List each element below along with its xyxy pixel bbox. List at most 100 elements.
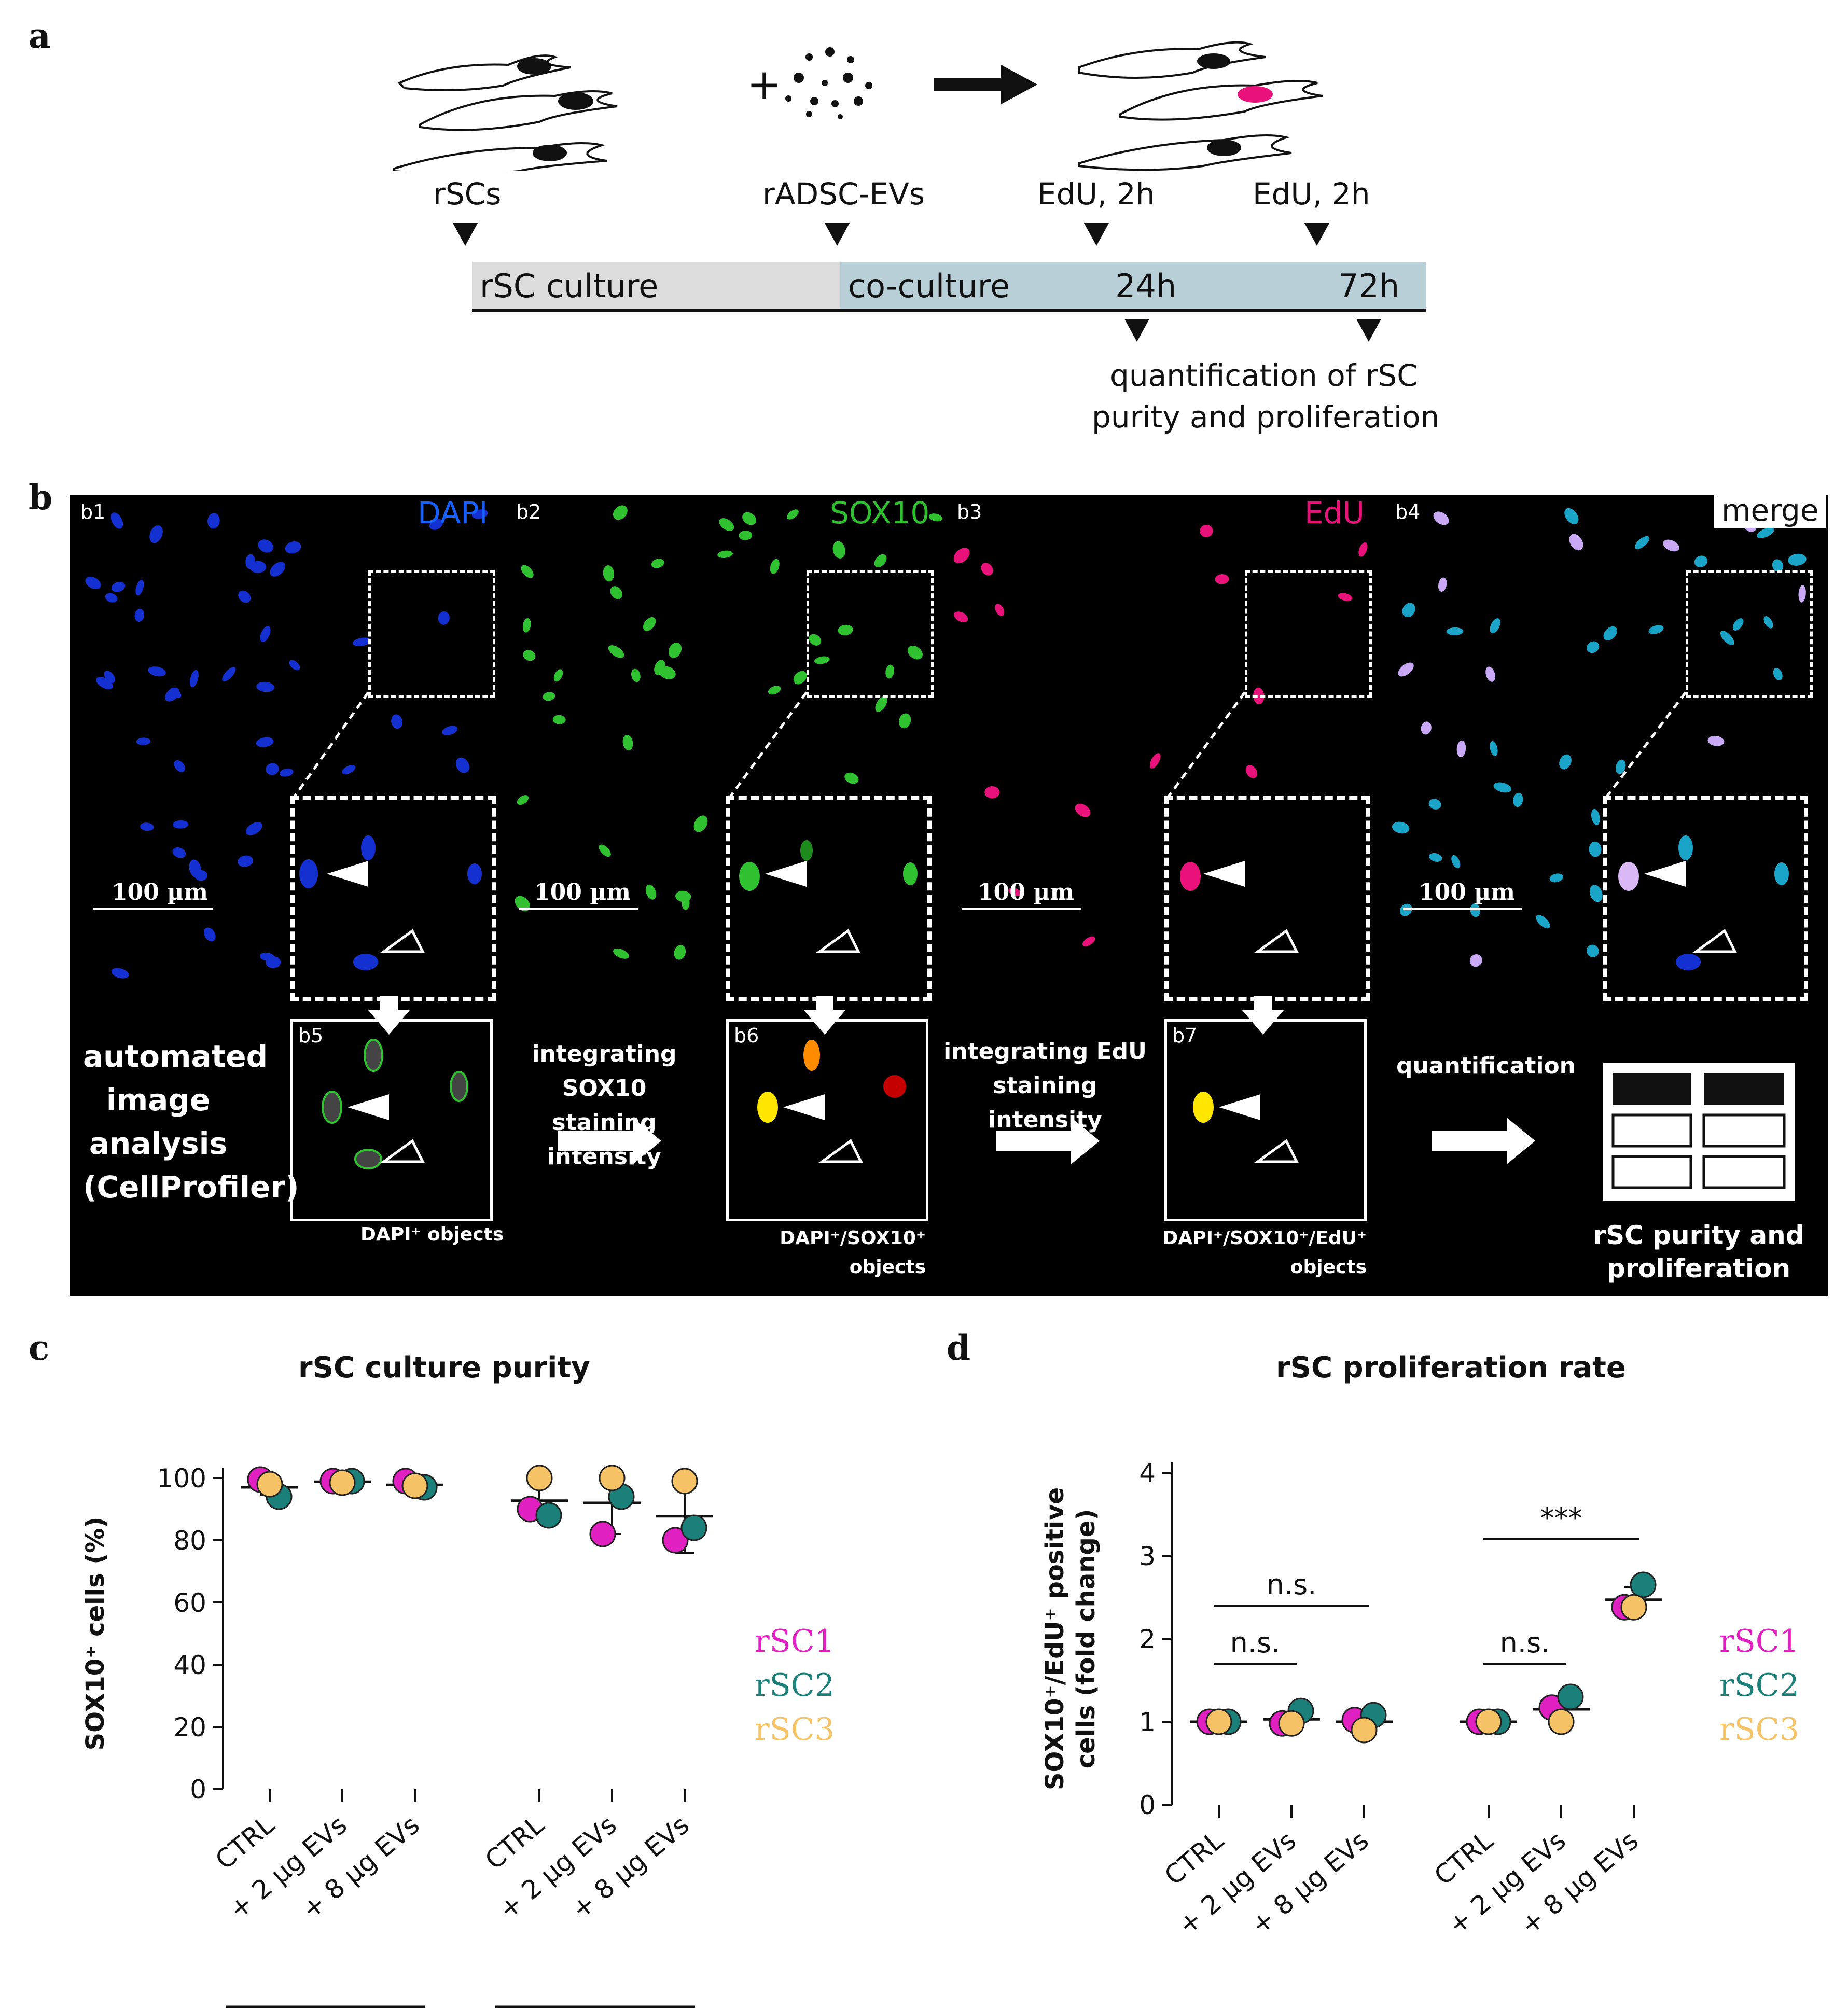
zoom-box-b4 — [1603, 796, 1808, 1001]
panel-b-letter: b — [29, 477, 53, 518]
nucleus — [770, 559, 780, 574]
nucleus — [238, 855, 254, 867]
nucleus — [643, 617, 656, 631]
label-b3: b3 — [957, 500, 982, 523]
nucleus — [1616, 759, 1626, 774]
nucleus — [1438, 577, 1447, 592]
nucleus — [111, 581, 126, 592]
result-line-2: proliferation — [1606, 1253, 1791, 1284]
nucleus — [1536, 915, 1550, 929]
point-rsc2 — [535, 1502, 562, 1529]
nucleus — [249, 561, 267, 573]
nucleus — [613, 505, 628, 520]
scale-bar-b4 — [1403, 908, 1522, 910]
arrow-icon — [934, 65, 1037, 104]
point-rsc3 — [256, 1471, 283, 1498]
bar-label-culture: rSC culture — [480, 267, 659, 305]
nucleus — [270, 562, 286, 577]
marker-edu-72h-icon — [1304, 223, 1329, 246]
ev-dots — [785, 47, 872, 119]
nucleus — [105, 593, 118, 603]
legend-c-rsc1: rSC1 — [755, 1623, 835, 1660]
point-rsc3 — [329, 1469, 356, 1496]
nucleus — [693, 815, 708, 832]
nucleus — [455, 757, 469, 773]
panel-d-letter: d — [947, 1328, 971, 1368]
scale-bar-b1 — [93, 908, 213, 910]
chart-d-title: rSC proliferation rate — [1276, 1351, 1626, 1385]
y-axis-label: SOX10⁺ cells (%) — [81, 1517, 110, 1751]
nucleus — [1338, 593, 1353, 601]
nucleus — [809, 634, 822, 646]
point-rsc3 — [1548, 1708, 1575, 1735]
nucleus — [285, 541, 301, 554]
nucleus — [1798, 585, 1806, 603]
roi-box-b4 — [1686, 570, 1813, 698]
filled-arrowhead-icons — [327, 861, 1686, 1120]
nucleus — [1485, 666, 1495, 682]
nucleus — [1587, 944, 1599, 957]
nucleus — [928, 513, 943, 522]
point-rsc3 — [1205, 1708, 1232, 1735]
nucleus — [1564, 508, 1579, 524]
y-tick-label: 3 — [1139, 1541, 1156, 1571]
nucleus — [1648, 625, 1664, 634]
nucleus — [1493, 782, 1512, 793]
nucleus — [1490, 741, 1498, 756]
chart-d-proliferation: 0 1 2 3 4 SOX10⁺/EdU⁺ positivecells (fold cha… — [1040, 1458, 1662, 1941]
point-rsc2 — [680, 1514, 707, 1541]
nucleus — [1421, 721, 1432, 735]
nucleus — [1788, 553, 1807, 566]
nucleus — [742, 512, 757, 525]
right-arrow-icons — [558, 1118, 1535, 1164]
nucleus — [111, 968, 129, 979]
legend-d-rsc2: rSC2 — [1719, 1667, 1799, 1704]
point-rsc3 — [401, 1472, 428, 1499]
caption-b6: DAPI⁺/SOX10⁺ objects — [760, 1224, 926, 1282]
nucleus — [1663, 539, 1679, 552]
nucleus — [238, 590, 251, 603]
y-tick-label: 60 — [173, 1588, 206, 1618]
analysis-label: automated image analysis (CellProfiler) — [83, 1035, 299, 1209]
y-axis-label: SOX10⁺/EdU⁺ positivecells (fold change) — [1040, 1487, 1101, 1790]
marker-rscs-icon — [453, 223, 478, 246]
point-rsc3 — [1475, 1708, 1502, 1735]
nucleus — [1707, 735, 1725, 746]
nucleus — [608, 645, 624, 658]
nucleus — [739, 531, 753, 540]
timeline-label-edu-72h: EdU, 2h — [1253, 176, 1370, 212]
nucleus — [1428, 799, 1441, 810]
nucleus — [668, 642, 682, 658]
label-b7: b7 — [1172, 1024, 1198, 1047]
nucleus — [885, 664, 895, 679]
legend-d-rsc1: rSC1 — [1719, 1623, 1799, 1660]
table-icon — [1603, 1063, 1795, 1201]
nucleus — [515, 896, 531, 912]
roi-box-b3 — [1245, 570, 1372, 698]
rsc-cells-before — [393, 54, 618, 171]
nucleus — [135, 579, 144, 596]
nucleus — [984, 786, 1000, 799]
down-arrow-icons — [368, 996, 1284, 1035]
caption-b6-line-2: objects — [849, 1257, 926, 1278]
timeline-label-edu-24h: EdU, 2h — [1037, 176, 1155, 212]
step-edu: integrating EdU staining intensity — [941, 1035, 1149, 1137]
cell-schematic: + — [393, 41, 1323, 171]
nucleus — [148, 666, 166, 677]
point-rsc1 — [589, 1521, 616, 1547]
significance-label: n.s. — [1267, 1568, 1317, 1601]
nucleus — [844, 772, 859, 784]
nucleus — [256, 737, 274, 747]
nucleus — [603, 565, 615, 582]
legend-d-rsc3: rSC3 — [1719, 1711, 1799, 1748]
roi-box-b2 — [807, 570, 934, 698]
nucleus — [260, 626, 271, 643]
result-label: rSC purity and proliferation — [1574, 1219, 1823, 1285]
caption-b7-line-2: objects — [1290, 1257, 1367, 1278]
y-tick-label: 40 — [173, 1650, 206, 1680]
overlay-shapes — [291, 691, 1795, 1201]
channel-dapi: DAPI — [418, 495, 488, 531]
object-box-b5 — [290, 1019, 493, 1221]
quant-marker-72h-icon — [1356, 319, 1381, 342]
nucleus — [1763, 616, 1773, 629]
